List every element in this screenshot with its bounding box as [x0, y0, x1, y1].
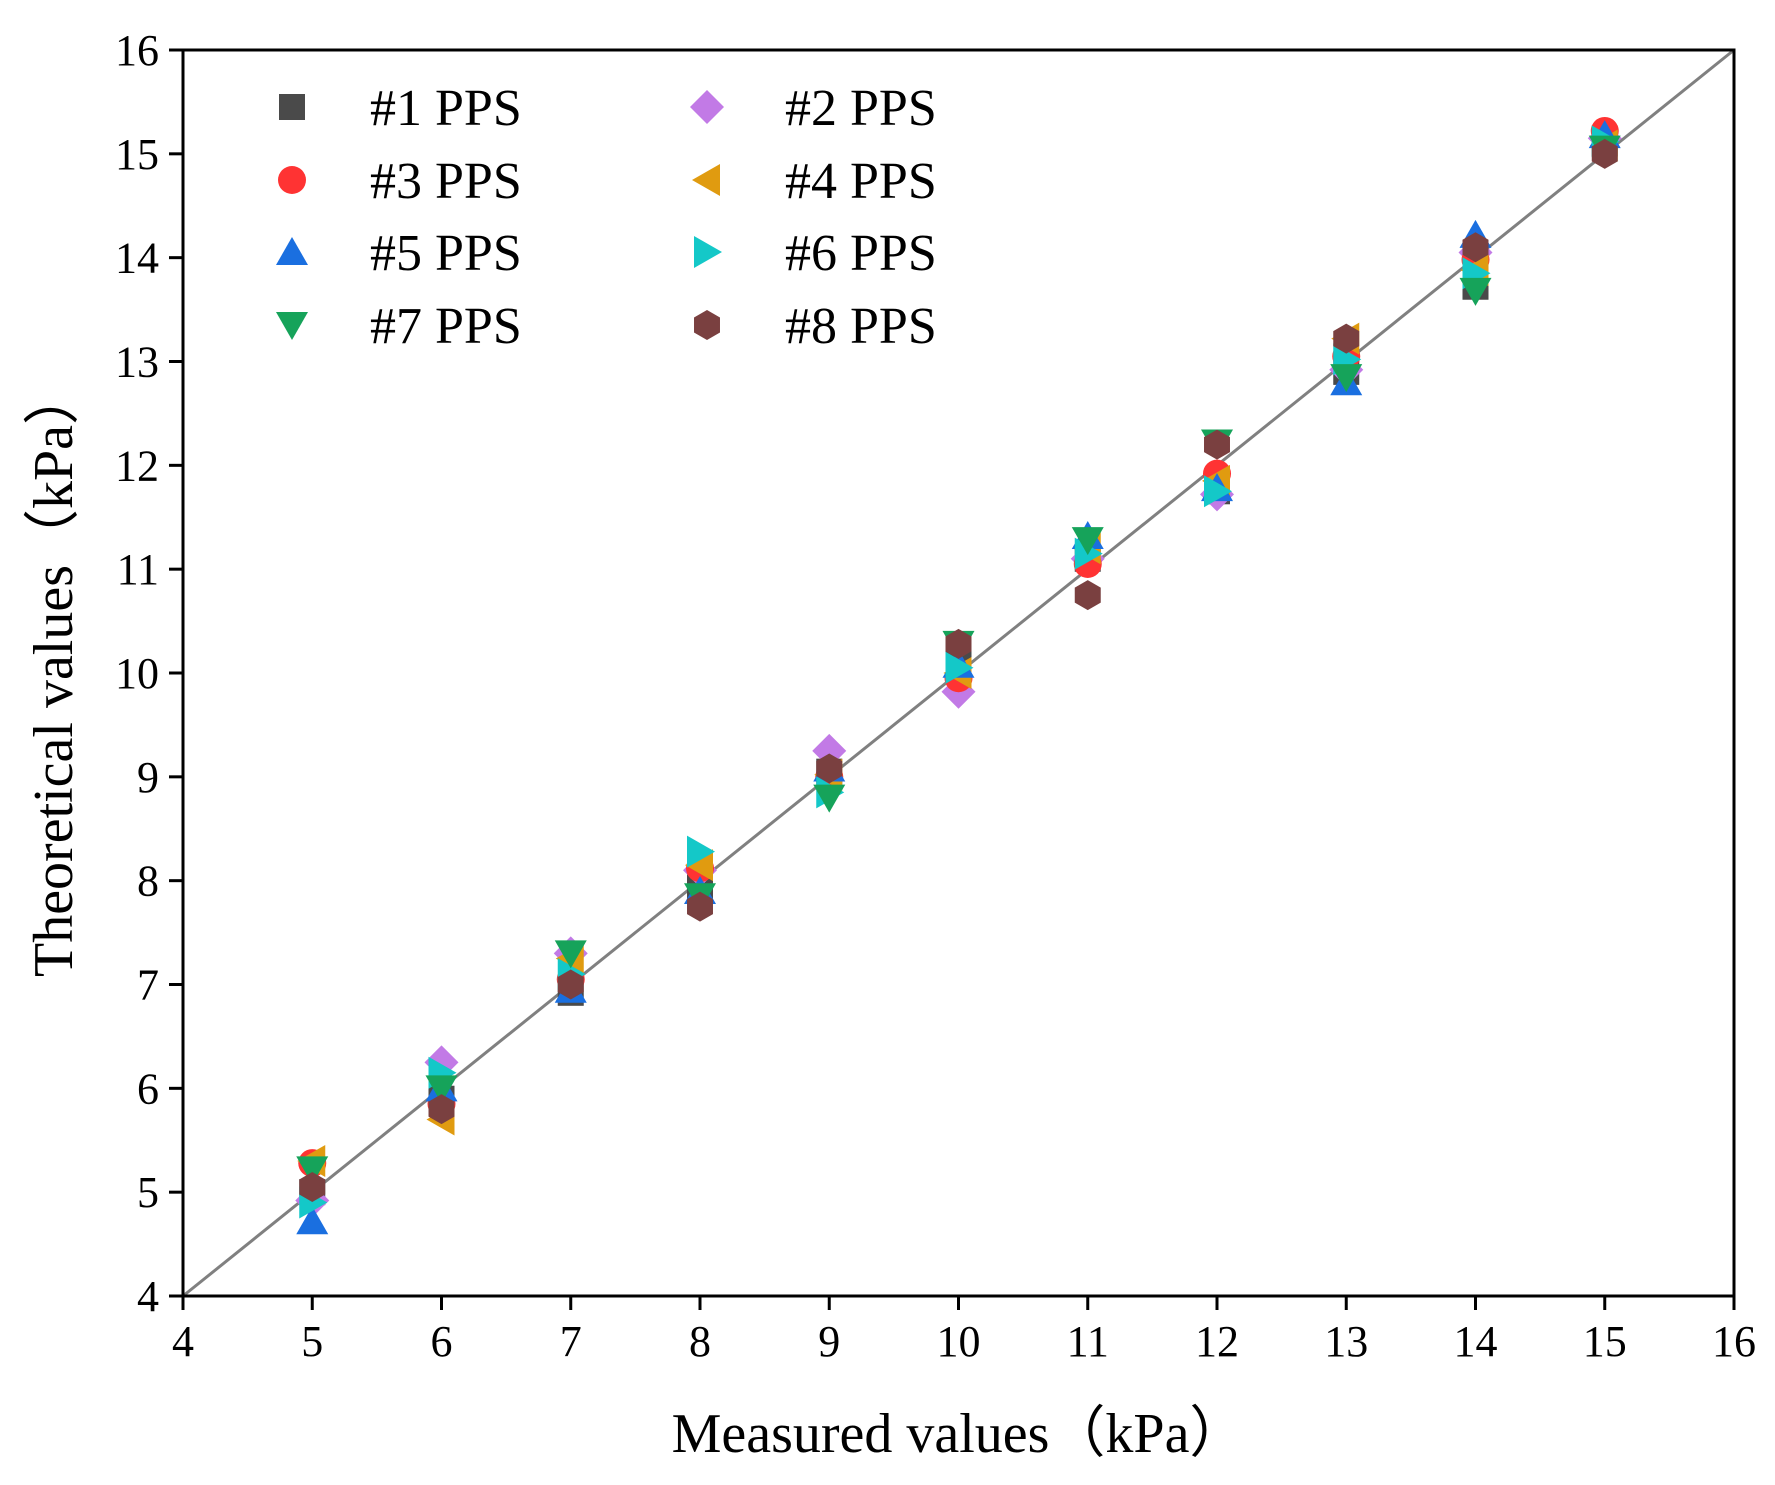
data-point — [1204, 429, 1230, 460]
legend-item: #6 PPS — [694, 225, 937, 282]
legend-marker — [276, 237, 308, 265]
y-tick-label: 8 — [137, 857, 159, 906]
x-tick-label: 10 — [937, 1317, 981, 1366]
y-tick-label: 5 — [137, 1168, 159, 1217]
data-point — [687, 891, 713, 922]
data-point — [687, 835, 715, 868]
legend-marker — [278, 166, 306, 194]
x-tick-label: 8 — [689, 1317, 711, 1366]
data-point — [428, 1094, 455, 1125]
data-point — [1074, 580, 1101, 611]
legend-label: #3 PPS — [370, 153, 522, 210]
y-tick-label: 6 — [137, 1064, 159, 1113]
y-tick-label: 7 — [137, 961, 159, 1010]
x-tick-label: 12 — [1195, 1317, 1239, 1366]
series-6 — [299, 125, 1620, 1219]
legend-marker — [276, 312, 308, 340]
data-point — [299, 1171, 326, 1202]
data-point — [1459, 277, 1492, 306]
data-point — [685, 849, 713, 882]
legend-item: #1 PPS — [279, 80, 522, 137]
y-axis-title: Theoretical values（kPa） — [23, 369, 85, 977]
x-tick-label: 14 — [1454, 1317, 1498, 1366]
data-point — [1462, 232, 1489, 263]
legend-marker — [279, 94, 305, 120]
x-tick-label: 6 — [431, 1317, 453, 1366]
legend-item: #8 PPS — [694, 298, 937, 355]
y-tick-label: 14 — [115, 234, 159, 283]
legend-item: #5 PPS — [276, 225, 522, 282]
y-tick-label: 10 — [115, 649, 159, 698]
legend-marker — [692, 164, 720, 196]
y-tick-label: 11 — [117, 545, 159, 594]
legend-marker — [694, 310, 720, 340]
legend: #1 PPS #2 PPS #3 PPS #4 PPS #5 PPS #6 PPS #7 P… — [276, 80, 937, 355]
y-tick-label: 12 — [115, 441, 159, 490]
y-tick-label: 13 — [115, 338, 159, 387]
x-axis-title: Measured values（kPa） — [672, 1403, 1246, 1465]
data-point — [1204, 475, 1232, 508]
legend-label: #2 PPS — [785, 80, 937, 137]
data-point — [813, 784, 846, 813]
series-8 — [299, 138, 1618, 1202]
legend-item: #2 PPS — [690, 80, 937, 137]
data-point — [296, 1206, 329, 1235]
data-point — [1330, 364, 1363, 393]
legend-item: #4 PPS — [692, 153, 937, 210]
y-tick-label: 16 — [115, 26, 159, 75]
legend-marker — [690, 90, 724, 124]
x-tick-label: 7 — [560, 1317, 582, 1366]
x-tick-label: 13 — [1324, 1317, 1368, 1366]
data-point — [1071, 527, 1104, 556]
data-point — [1333, 323, 1360, 354]
legend-label: #6 PPS — [785, 225, 937, 282]
data-point — [554, 940, 587, 969]
data-point — [296, 1156, 329, 1185]
x-tick-label: 11 — [1067, 1317, 1109, 1366]
data-point — [557, 969, 584, 1000]
x-tick-label: 9 — [818, 1317, 840, 1366]
legend-item: #7 PPS — [276, 298, 522, 355]
x-tick-label: 5 — [301, 1317, 323, 1366]
legend-label: #1 PPS — [370, 80, 522, 137]
data-point — [816, 753, 843, 784]
y-tick-label: 9 — [137, 753, 159, 802]
legend-label: #8 PPS — [785, 298, 937, 355]
x-tick-label: 15 — [1583, 1317, 1627, 1366]
legend-label: #4 PPS — [785, 153, 937, 210]
y-tick-label: 15 — [115, 130, 159, 179]
x-tick-label: 16 — [1712, 1317, 1756, 1366]
data-point — [945, 651, 974, 684]
x-tick-label: 4 — [172, 1317, 194, 1366]
data-point — [945, 628, 972, 659]
series-5 — [296, 120, 1621, 1235]
legend-marker — [694, 236, 722, 268]
data-point — [1591, 138, 1618, 169]
legend-label: #5 PPS — [370, 225, 522, 282]
y-tick-label: 4 — [137, 1272, 159, 1321]
data-point — [425, 1075, 458, 1104]
legend-label: #7 PPS — [370, 298, 522, 355]
data-point — [1074, 537, 1103, 570]
legend-item: #3 PPS — [278, 153, 522, 210]
